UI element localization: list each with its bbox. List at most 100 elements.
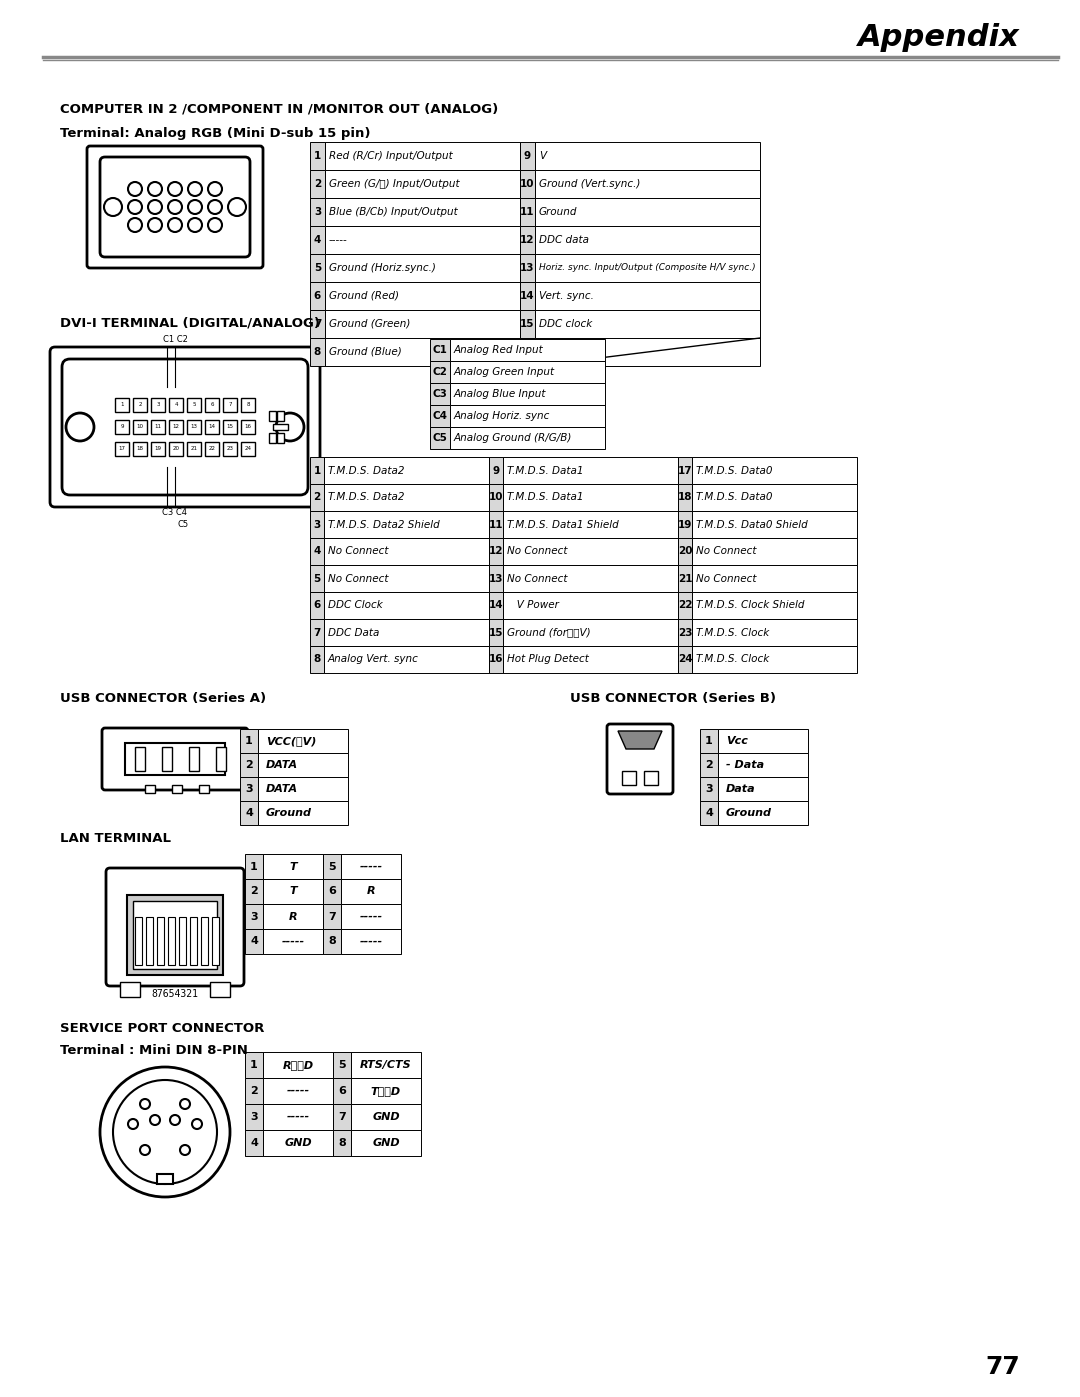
Text: Appendix: Appendix (859, 22, 1020, 52)
Text: T: T (289, 887, 297, 897)
Bar (325, 142, 519, 170)
Bar (310, 619, 324, 645)
Bar (151, 420, 165, 434)
Bar (168, 441, 183, 455)
Text: GND: GND (373, 1139, 400, 1148)
Text: 3: 3 (157, 402, 160, 408)
Text: 4: 4 (313, 546, 321, 556)
Text: -----: ----- (360, 911, 382, 922)
Bar (157, 916, 164, 965)
Bar (310, 254, 325, 282)
Bar (245, 929, 264, 954)
Circle shape (192, 1119, 202, 1129)
Text: Ground (Red): Ground (Red) (329, 291, 399, 300)
FancyBboxPatch shape (106, 868, 244, 986)
Bar (503, 457, 678, 483)
Text: 7: 7 (228, 402, 232, 408)
Text: 7: 7 (313, 627, 321, 637)
Text: -----: ----- (286, 1085, 310, 1097)
Circle shape (208, 218, 222, 232)
Bar (310, 592, 324, 619)
Bar (310, 282, 325, 310)
Bar (240, 753, 258, 777)
Text: 6: 6 (328, 887, 336, 897)
Text: T.M.D.S. Data2: T.M.D.S. Data2 (328, 465, 405, 475)
Bar (323, 904, 341, 929)
Bar (324, 592, 489, 619)
Text: No Connect: No Connect (507, 574, 567, 584)
Bar (489, 538, 503, 564)
Bar (245, 1078, 264, 1104)
Bar (325, 254, 519, 282)
Bar (310, 457, 324, 483)
Text: Analog Ground (R/G/B): Analog Ground (R/G/B) (454, 433, 572, 443)
Text: 9: 9 (524, 151, 531, 161)
Circle shape (129, 182, 141, 196)
Text: 20: 20 (173, 447, 179, 451)
Bar (310, 338, 325, 366)
Bar (450, 339, 605, 360)
Bar (718, 729, 808, 753)
Bar (325, 282, 519, 310)
Text: Hot Plug Detect: Hot Plug Detect (507, 655, 589, 665)
Text: -----: ----- (360, 936, 382, 947)
Text: 13: 13 (190, 425, 198, 429)
Text: No Connect: No Connect (696, 546, 756, 556)
Text: Horiz. sync. Input/Output (Composite H/V sync.): Horiz. sync. Input/Output (Composite H/V… (539, 264, 756, 272)
Text: 2: 2 (251, 887, 258, 897)
Circle shape (168, 182, 183, 196)
Text: 4: 4 (314, 235, 321, 244)
Bar (351, 1078, 421, 1104)
Text: 4: 4 (251, 1139, 258, 1148)
Text: 7: 7 (314, 319, 321, 330)
Bar (201, 916, 208, 965)
Bar (325, 170, 519, 198)
Text: 12: 12 (489, 546, 503, 556)
Text: R　　D: R D (283, 1060, 313, 1070)
Bar (276, 433, 284, 443)
Bar (535, 254, 760, 282)
Text: 4: 4 (174, 402, 178, 408)
Bar (157, 1173, 173, 1185)
FancyBboxPatch shape (62, 359, 308, 495)
Bar (718, 777, 808, 800)
Bar (310, 538, 324, 564)
Circle shape (129, 218, 141, 232)
Text: 15: 15 (521, 319, 535, 330)
Text: 10: 10 (489, 493, 503, 503)
Text: T.M.D.S. Clock: T.M.D.S. Clock (696, 655, 769, 665)
Bar (535, 198, 760, 226)
Bar (205, 441, 219, 455)
Circle shape (100, 1067, 230, 1197)
Text: 8: 8 (313, 655, 321, 665)
Text: T.M.D.S. Data2: T.M.D.S. Data2 (328, 493, 405, 503)
Bar (450, 360, 605, 383)
Text: 19: 19 (678, 520, 692, 529)
Bar (264, 929, 323, 954)
Text: No Connect: No Connect (507, 546, 567, 556)
Bar (120, 982, 140, 997)
Text: 22: 22 (678, 601, 692, 610)
Text: C3: C3 (433, 388, 447, 400)
Text: VCC(　V): VCC( V) (266, 736, 316, 746)
Text: USB CONNECTOR (Series B): USB CONNECTOR (Series B) (570, 692, 777, 705)
Bar (151, 441, 165, 455)
Bar (127, 895, 222, 975)
Bar (535, 142, 760, 170)
Text: 3: 3 (245, 784, 253, 793)
Text: DDC Clock: DDC Clock (328, 601, 382, 610)
Bar (324, 483, 489, 511)
Bar (535, 226, 760, 254)
Bar (503, 538, 678, 564)
Bar (245, 904, 264, 929)
Bar (323, 929, 341, 954)
Text: 1: 1 (313, 465, 321, 475)
Text: DVI-I TERMINAL (DIGITAL/ANALOG): DVI-I TERMINAL (DIGITAL/ANALOG) (60, 317, 320, 330)
Text: Ground (Horiz.sync.): Ground (Horiz.sync.) (329, 263, 436, 272)
Text: 10: 10 (521, 179, 535, 189)
Text: 15: 15 (227, 425, 233, 429)
Bar (323, 854, 341, 879)
Bar (519, 198, 535, 226)
Bar (264, 879, 323, 904)
Bar (241, 420, 255, 434)
